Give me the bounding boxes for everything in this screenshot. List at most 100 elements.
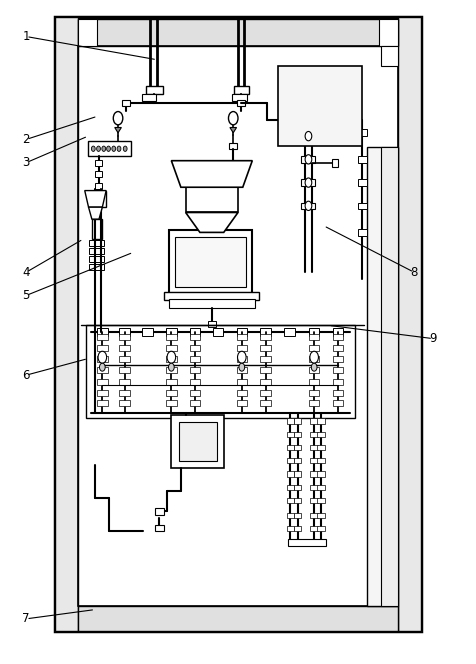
Bar (166, 400, 177, 406)
Bar (309, 379, 319, 385)
Text: 3: 3 (22, 156, 30, 169)
Circle shape (167, 351, 176, 363)
Bar (89, 264, 104, 270)
Bar (89, 256, 104, 262)
Circle shape (117, 146, 121, 151)
Bar (237, 345, 247, 351)
Text: 5: 5 (22, 289, 30, 302)
Bar (317, 526, 325, 531)
Circle shape (91, 146, 95, 151)
Bar (294, 432, 301, 437)
Bar (97, 334, 108, 340)
Bar (333, 356, 343, 362)
Bar (309, 367, 319, 373)
Polygon shape (171, 161, 252, 187)
Bar (301, 156, 315, 163)
Circle shape (310, 351, 318, 363)
Bar (309, 400, 319, 406)
Bar (119, 334, 130, 340)
Bar (309, 390, 319, 396)
Bar (178, 422, 217, 461)
Circle shape (305, 178, 312, 187)
Circle shape (123, 146, 127, 151)
Bar (166, 334, 177, 340)
Bar (55, 17, 421, 631)
Bar (358, 156, 367, 163)
Bar (97, 379, 108, 385)
Circle shape (107, 146, 110, 151)
Text: 8: 8 (410, 266, 418, 279)
Bar (287, 445, 294, 450)
Bar (190, 367, 200, 373)
Bar (97, 356, 108, 362)
Bar (155, 525, 164, 531)
Bar (142, 94, 156, 101)
Bar (229, 143, 237, 149)
Bar (78, 19, 97, 46)
Bar (97, 367, 108, 373)
Bar (287, 418, 294, 424)
Circle shape (99, 363, 105, 371)
Bar (367, 147, 398, 606)
Bar (301, 179, 315, 186)
Bar (294, 458, 301, 463)
Bar (95, 171, 102, 177)
Bar (175, 237, 246, 287)
Circle shape (239, 363, 245, 371)
Bar (232, 94, 247, 101)
Bar (333, 345, 343, 351)
Bar (301, 116, 315, 122)
Bar (294, 485, 301, 490)
Bar (309, 356, 319, 362)
Polygon shape (186, 212, 238, 232)
Bar (119, 390, 130, 396)
Bar (398, 17, 421, 631)
Bar (294, 445, 301, 450)
Bar (287, 498, 294, 503)
Bar (310, 526, 318, 531)
Bar (97, 400, 108, 406)
Bar (164, 292, 259, 300)
Bar (317, 445, 325, 450)
Text: 1: 1 (22, 30, 30, 43)
Bar (333, 334, 343, 340)
Circle shape (311, 363, 317, 371)
Bar (169, 230, 252, 293)
Bar (260, 334, 271, 340)
Bar (234, 86, 249, 94)
Bar (92, 191, 106, 207)
Bar (237, 334, 247, 340)
Bar (89, 248, 104, 254)
Bar (310, 471, 318, 477)
Bar (379, 19, 398, 46)
Text: 7: 7 (22, 612, 30, 625)
Bar (95, 183, 102, 189)
Bar (166, 345, 177, 351)
Bar (358, 229, 367, 236)
Bar (146, 86, 163, 94)
Bar (317, 471, 325, 477)
Bar (309, 328, 319, 336)
Bar (294, 513, 301, 518)
Bar (237, 390, 247, 396)
Bar (294, 526, 301, 531)
Bar (294, 471, 301, 477)
Circle shape (305, 201, 312, 210)
Text: 6: 6 (22, 369, 30, 382)
Bar (294, 418, 301, 424)
Bar (111, 143, 125, 150)
Circle shape (97, 146, 100, 151)
Bar (381, 46, 398, 66)
Bar (333, 367, 343, 373)
Circle shape (98, 351, 107, 363)
Bar (333, 379, 343, 385)
Bar (166, 328, 177, 336)
Bar (260, 367, 271, 373)
Bar (190, 345, 200, 351)
Bar (169, 299, 255, 308)
Bar (310, 418, 318, 424)
Bar (333, 328, 343, 336)
Text: 4: 4 (22, 266, 30, 279)
Polygon shape (230, 127, 237, 133)
Bar (317, 458, 325, 463)
